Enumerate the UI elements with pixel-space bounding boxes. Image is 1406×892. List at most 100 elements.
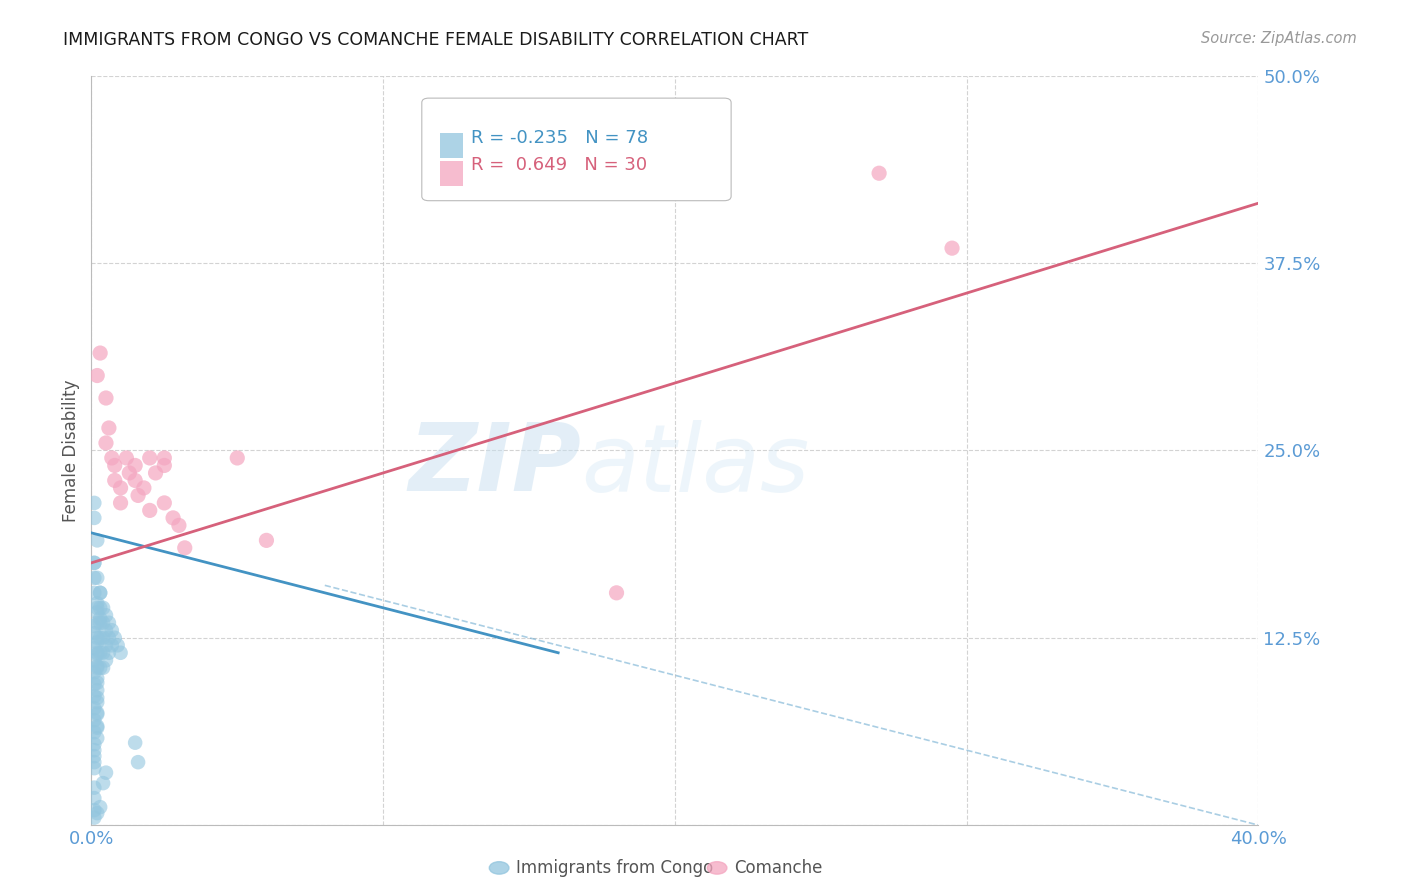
Text: Comanche: Comanche (734, 859, 823, 877)
Point (86, 806, 108, 821)
Point (86, 731, 108, 746)
Point (110, 481, 132, 495)
Point (86, 646, 108, 660)
Point (153, 496, 176, 510)
Text: ZIP: ZIP (409, 419, 582, 511)
Point (91, 646, 114, 660)
Point (868, 166, 890, 180)
Point (86, 596, 108, 610)
Point (86, 605, 108, 619)
Point (97, 421, 120, 435)
Point (91, 631, 114, 645)
Point (83, 725, 105, 739)
Point (254, 533, 277, 548)
Point (153, 458, 176, 473)
Point (167, 518, 190, 533)
Point (83, 556, 105, 570)
Point (89, 600, 111, 615)
Point (86, 600, 108, 615)
Point (89, 611, 111, 625)
Point (94, 653, 117, 667)
Point (86, 690, 108, 705)
Point (173, 541, 195, 555)
Point (83, 780, 105, 795)
Point (94, 638, 117, 652)
Point (86, 647, 108, 661)
Point (94, 624, 117, 638)
Point (107, 638, 129, 652)
Point (91, 776, 114, 790)
Point (83, 586, 105, 600)
Point (145, 466, 167, 480)
Point (86, 533, 108, 548)
Point (89, 346, 111, 360)
Point (86, 675, 108, 690)
Point (83, 803, 105, 817)
Point (86, 659, 108, 673)
Point (97, 631, 120, 645)
Point (101, 624, 124, 638)
Point (86, 635, 108, 649)
Point (132, 481, 155, 495)
Point (83, 761, 105, 775)
Point (83, 626, 105, 640)
Point (83, 755, 105, 769)
Y-axis label: Female Disability: Female Disability (62, 379, 80, 522)
Point (89, 615, 111, 630)
Point (83, 641, 105, 656)
Point (83, 737, 105, 751)
Point (83, 653, 105, 667)
Point (83, 713, 105, 727)
Point (86, 671, 108, 685)
Point (104, 631, 127, 645)
Point (89, 586, 111, 600)
Point (86, 571, 108, 585)
Text: R = -0.235   N = 78: R = -0.235 N = 78 (471, 129, 648, 147)
Point (124, 736, 146, 750)
Point (94, 608, 117, 623)
Point (83, 811, 105, 825)
Point (124, 474, 146, 488)
Point (97, 646, 120, 660)
Point (83, 556, 105, 570)
Point (89, 586, 111, 600)
Point (86, 719, 108, 733)
Point (127, 488, 149, 502)
Text: IMMIGRANTS FROM CONGO VS COMANCHE FEMALE DISABILITY CORRELATION CHART: IMMIGRANTS FROM CONGO VS COMANCHE FEMALE… (63, 31, 808, 49)
Point (83, 690, 105, 704)
Point (86, 631, 108, 645)
Point (94, 765, 117, 780)
Point (83, 571, 105, 585)
Point (91, 600, 114, 615)
Point (83, 677, 105, 691)
Point (86, 721, 108, 735)
Point (104, 474, 127, 488)
Point (118, 466, 141, 480)
Point (89, 800, 111, 814)
Text: atlas: atlas (582, 420, 810, 511)
Point (101, 638, 124, 652)
Point (110, 496, 132, 510)
Point (83, 511, 105, 525)
Point (226, 450, 249, 465)
Point (162, 511, 184, 525)
Point (97, 615, 120, 630)
Point (86, 695, 108, 709)
Point (86, 615, 108, 630)
Point (86, 368, 108, 383)
Point (89, 631, 111, 645)
Point (110, 646, 132, 660)
Point (83, 743, 105, 757)
Text: Immigrants from Congo: Immigrants from Congo (516, 859, 713, 877)
Text: Source: ZipAtlas.com: Source: ZipAtlas.com (1201, 31, 1357, 46)
Point (86, 707, 108, 722)
Point (86, 683, 108, 698)
Point (83, 749, 105, 764)
Point (127, 755, 149, 769)
Point (138, 450, 162, 465)
Point (605, 586, 627, 600)
Point (91, 615, 114, 630)
Point (91, 661, 114, 675)
Point (89, 661, 111, 675)
Point (94, 391, 117, 405)
